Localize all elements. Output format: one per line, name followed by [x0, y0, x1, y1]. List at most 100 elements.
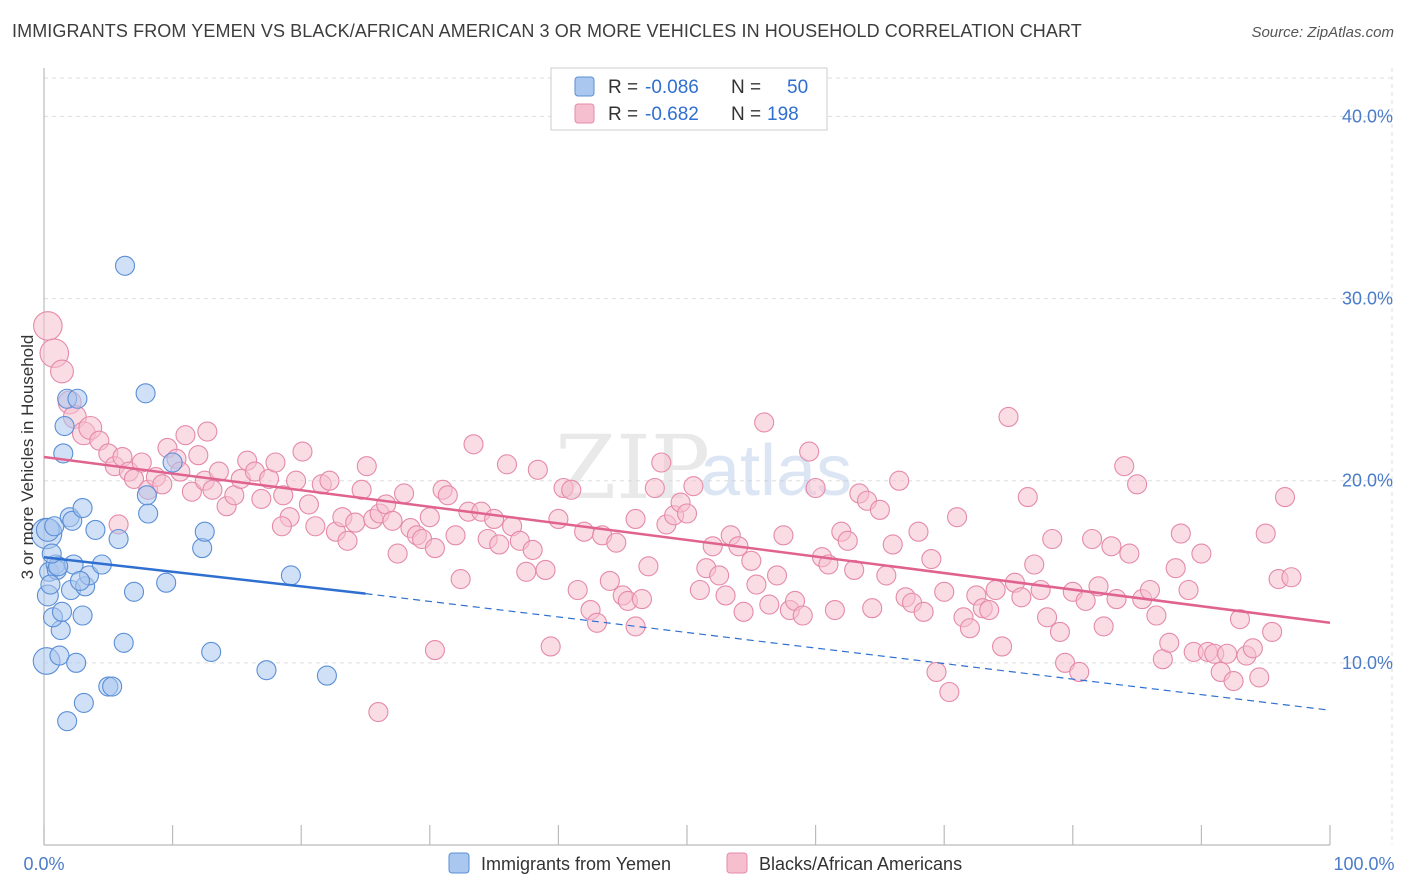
blacks-point — [382, 510, 403, 531]
blacks-point — [319, 470, 340, 491]
series-yemen-points — [30, 255, 337, 732]
blacks-point — [1262, 621, 1283, 642]
blacks-point — [1011, 587, 1032, 608]
blacks-point — [1217, 643, 1238, 664]
blacks-point — [733, 601, 754, 622]
blacks-point — [606, 532, 627, 553]
yemen-point — [108, 528, 129, 550]
blacks-point — [496, 454, 518, 475]
yemen-point — [57, 711, 78, 732]
yemen-point — [194, 521, 215, 542]
yemen-point — [316, 665, 337, 686]
trend-line-yemen — [43, 555, 366, 595]
blacks-point — [1139, 579, 1161, 601]
blacks-point — [1223, 671, 1244, 692]
legend-n-label-2: N = — [731, 104, 761, 125]
blacks-point — [947, 507, 968, 528]
yemen-point — [162, 452, 183, 473]
blacks-point — [824, 599, 845, 621]
yemen-point — [72, 497, 93, 519]
blacks-point — [265, 452, 286, 473]
blacks-point — [1249, 667, 1270, 688]
blacks-point — [540, 636, 561, 657]
blacks-point — [484, 508, 505, 530]
blacks-point — [862, 598, 883, 619]
blacks-point — [979, 599, 1000, 621]
legend-swatch-blacks — [574, 103, 595, 124]
blacks-point — [351, 479, 372, 500]
blacks-point — [715, 585, 736, 606]
x-tick-label-min: 0.0% — [23, 854, 64, 874]
blacks-point — [527, 459, 548, 480]
blacks-point — [345, 512, 366, 533]
blacks-point — [152, 474, 173, 495]
blacks-point — [638, 556, 659, 577]
blacks-point — [1119, 543, 1140, 564]
blacks-point — [387, 543, 408, 564]
blacks-point — [759, 594, 780, 615]
watermark-atlas: atlas — [700, 431, 852, 511]
blacks-point — [1178, 579, 1199, 601]
yemen-point — [85, 519, 106, 540]
blacks-point — [1017, 487, 1038, 508]
blacks-point — [882, 534, 903, 555]
blacks-point — [644, 477, 665, 499]
blacks-point — [1281, 567, 1302, 588]
chart-source: Source: ZipAtlas.com — [1251, 24, 1394, 41]
blacks-point — [1075, 590, 1096, 611]
blacks-point — [424, 640, 445, 661]
blacks-point — [208, 461, 229, 482]
blacks-point — [1106, 589, 1127, 610]
legend-n-value-2: 198 — [767, 104, 799, 125]
legend-n-label-1: N = — [731, 77, 761, 98]
yemen-point — [156, 572, 177, 593]
blacks-point — [489, 534, 510, 555]
legend-r-value-2: -0.682 — [645, 104, 699, 125]
blacks-point — [913, 601, 934, 622]
yemen-point — [192, 538, 213, 559]
blacks-point — [305, 516, 326, 537]
yemen-point — [49, 645, 70, 666]
blacks-point — [567, 579, 588, 601]
y-tick-label: 10.0% — [1342, 653, 1393, 673]
y-tick-label: 40.0% — [1342, 106, 1393, 126]
yemen-point — [102, 676, 123, 697]
yemen-point — [256, 660, 277, 681]
y-tick-label: 20.0% — [1342, 471, 1393, 491]
blacks-point — [1069, 661, 1090, 683]
blacks-point — [837, 530, 858, 551]
yemen-point — [54, 416, 75, 437]
blacks-point — [773, 525, 794, 546]
blacks-point — [741, 550, 762, 571]
blacks-point — [766, 565, 788, 586]
blacks-point — [959, 618, 980, 639]
blacks-point — [631, 589, 653, 610]
blacks-point — [445, 525, 466, 546]
blacks-point — [356, 456, 377, 477]
blacks-point — [992, 636, 1013, 657]
yemen-point — [40, 574, 61, 595]
blacks-point — [998, 406, 1019, 428]
y-tick-label: 30.0% — [1342, 289, 1393, 309]
yemen-point — [67, 388, 88, 409]
blacks-point — [394, 483, 415, 504]
blacks-point — [754, 412, 775, 433]
blacks-point — [188, 445, 209, 466]
blacks-point — [1049, 621, 1070, 642]
legend-r-value-1: -0.086 — [645, 77, 699, 98]
yemen-point — [44, 516, 65, 537]
blacks-point — [516, 561, 537, 582]
legend-bottom: Immigrants from Yemen Blacks/African Ame… — [448, 852, 962, 874]
blacks-point — [561, 479, 582, 500]
yemen-point — [72, 605, 93, 626]
blacks-point — [625, 508, 646, 530]
blacks-point — [273, 485, 294, 506]
yemen-point — [73, 692, 94, 713]
yemen-point — [69, 570, 91, 591]
blacks-point — [419, 507, 440, 528]
blacks-point — [251, 488, 272, 509]
yemen-point — [123, 581, 145, 602]
series-blacks-points — [33, 311, 1302, 723]
blacks-point — [1127, 474, 1148, 495]
bottom-legend-swatch-blacks — [726, 852, 748, 874]
